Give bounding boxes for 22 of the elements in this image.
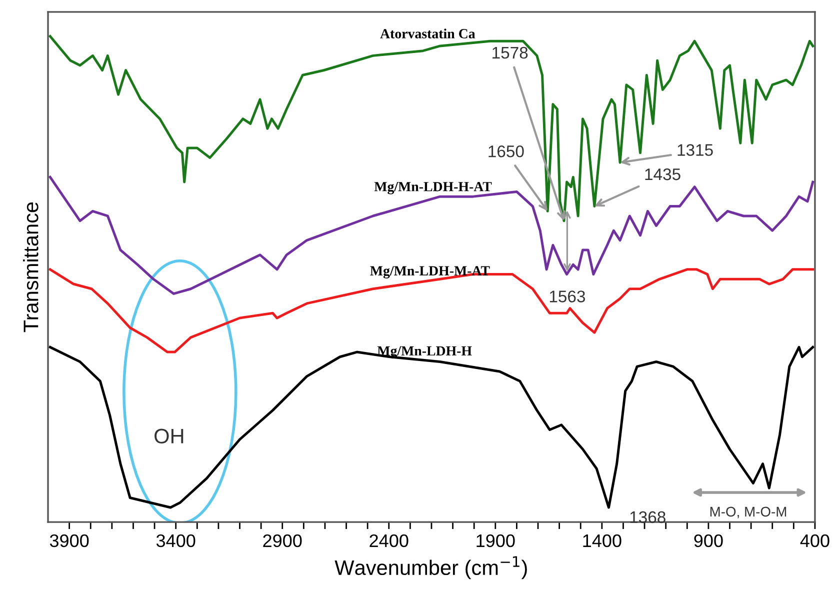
annotation: 1563 [550,290,585,302]
x-tick-label: 3900 [50,534,89,548]
annotation: 1435 [645,168,680,180]
series-label: Atorvastatin Ca [380,28,476,38]
annotation: M-O, M-O-M [710,506,786,518]
x-tick-label: 3400 [156,534,196,548]
series-label: Mg/Mn-LDH-M-AT [370,266,490,278]
y-axis-title: Transmittance [23,202,38,332]
series-label: Mg/Mn-LDH-H [377,346,472,358]
annotation: 1578 [492,46,528,59]
x-tick-label: 2400 [370,534,408,548]
annotation: 1315 [678,144,713,156]
annotation: 1368 [630,511,666,524]
x-tick-label: 400 [800,534,830,548]
annotation: 1650 [488,145,524,158]
x-tick-label: 2900 [263,534,302,548]
x-tick-label: 1400 [583,534,622,548]
x-tick-label: 1900 [476,534,515,548]
x-tick-label: 900 [694,534,723,548]
x-axis-title: Wavenumber (cm$^{−1}$) [334,556,527,580]
annotation: OH [154,428,184,444]
series-label: Mg/Mn-LDH-H-AT [374,182,492,194]
